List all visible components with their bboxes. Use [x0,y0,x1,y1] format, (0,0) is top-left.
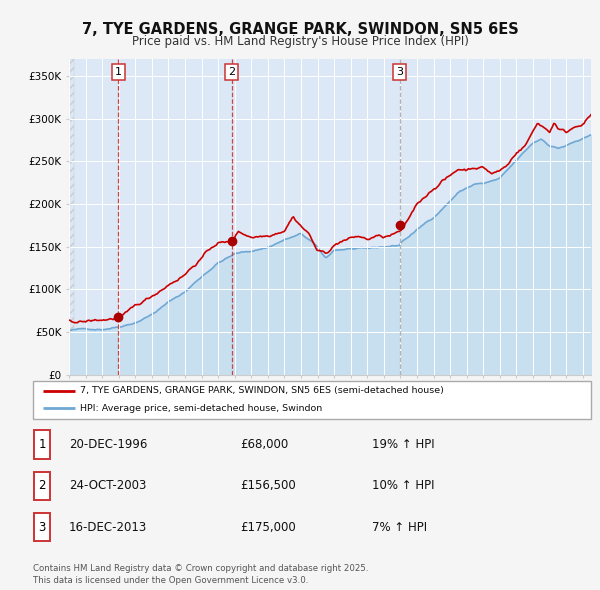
Text: 10% ↑ HPI: 10% ↑ HPI [372,479,434,493]
Text: £175,000: £175,000 [240,520,296,534]
Text: 19% ↑ HPI: 19% ↑ HPI [372,438,434,451]
Text: £156,500: £156,500 [240,479,296,493]
Text: 7, TYE GARDENS, GRANGE PARK, SWINDON, SN5 6ES (semi-detached house): 7, TYE GARDENS, GRANGE PARK, SWINDON, SN… [80,386,445,395]
FancyBboxPatch shape [33,381,591,419]
Text: 2: 2 [38,479,46,493]
FancyBboxPatch shape [34,513,50,541]
Text: 7, TYE GARDENS, GRANGE PARK, SWINDON, SN5 6ES: 7, TYE GARDENS, GRANGE PARK, SWINDON, SN… [82,22,518,37]
Text: 20-DEC-1996: 20-DEC-1996 [69,438,148,451]
Text: 2: 2 [228,67,235,77]
Text: Contains HM Land Registry data © Crown copyright and database right 2025.
This d: Contains HM Land Registry data © Crown c… [33,565,368,585]
FancyBboxPatch shape [34,431,50,458]
FancyBboxPatch shape [34,472,50,500]
Text: 3: 3 [396,67,403,77]
Text: 1: 1 [115,67,122,77]
Text: 16-DEC-2013: 16-DEC-2013 [69,520,147,534]
Text: £68,000: £68,000 [240,438,288,451]
Text: 3: 3 [38,520,46,534]
Text: 24-OCT-2003: 24-OCT-2003 [69,479,146,493]
Text: 1: 1 [38,438,46,451]
Text: 7% ↑ HPI: 7% ↑ HPI [372,520,427,534]
Text: HPI: Average price, semi-detached house, Swindon: HPI: Average price, semi-detached house,… [80,404,323,412]
Text: Price paid vs. HM Land Registry's House Price Index (HPI): Price paid vs. HM Land Registry's House … [131,35,469,48]
